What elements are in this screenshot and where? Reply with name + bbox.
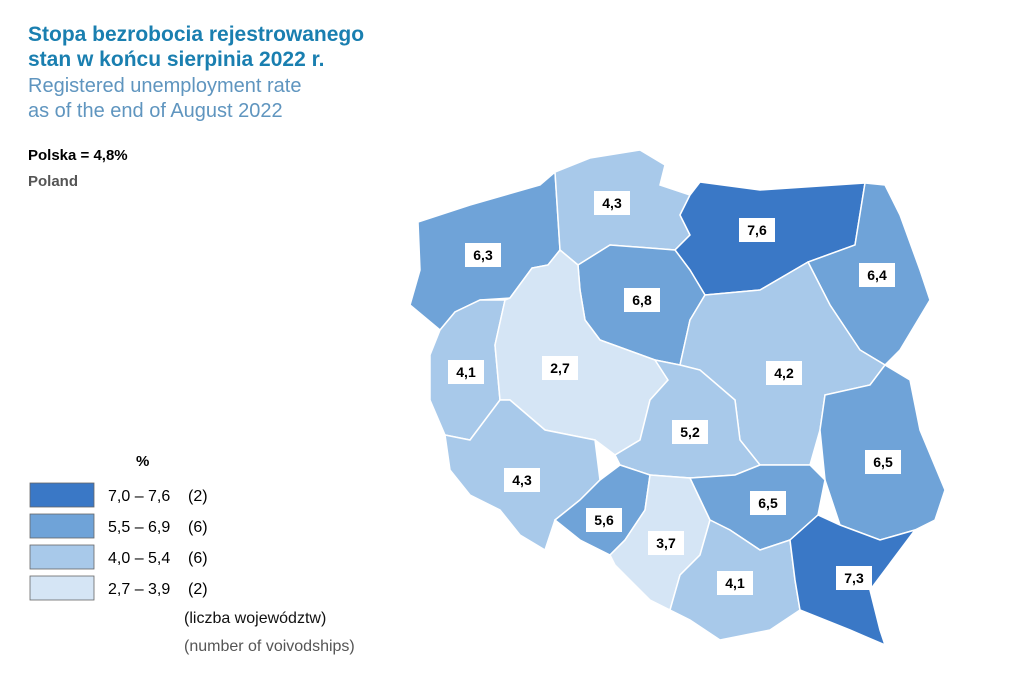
region-value: 2,7 xyxy=(550,360,570,376)
legend-swatch xyxy=(29,513,95,539)
region-value: 4,1 xyxy=(456,364,476,380)
legend-range: 7,0 – 7,6 xyxy=(108,488,170,505)
value-box xyxy=(739,218,775,242)
region-value: 4,1 xyxy=(725,575,745,591)
legend-range: 5,5 – 6,9 xyxy=(108,519,170,536)
legend-swatch xyxy=(29,575,95,601)
value-box xyxy=(865,450,901,474)
title: stan w końcu sierpinia 2022 r. xyxy=(28,48,324,71)
region-value: 6,5 xyxy=(758,495,778,511)
value-box xyxy=(717,571,753,595)
value-box xyxy=(504,468,540,492)
value-box xyxy=(859,263,895,287)
value-box xyxy=(648,531,684,555)
legend-swatch xyxy=(29,482,95,508)
legend-count: (2) xyxy=(188,581,208,598)
value-box xyxy=(750,491,786,515)
legend-count: (6) xyxy=(188,519,208,536)
legend-count: (2) xyxy=(188,488,208,505)
map: 6,3 4,3 7,6 6,4 6,8 4,1 2,7 4,2 5,2 6,5 4,3 5,6 3,7 6… xyxy=(409,149,946,647)
region-value: 5,2 xyxy=(680,424,700,440)
region-value: 6,4 xyxy=(867,267,887,283)
country-label: Poland xyxy=(28,173,78,190)
value-box xyxy=(586,508,622,532)
legend-note: (number of voivodships) xyxy=(184,638,355,655)
region-value: 7,6 xyxy=(747,222,767,238)
legend: % (liczba województw) (number of voivods… xyxy=(29,453,355,655)
region-value: 5,6 xyxy=(594,512,614,528)
region-value: 7,3 xyxy=(844,570,864,586)
country-rate: Polska = 4,8% xyxy=(28,147,128,164)
value-box xyxy=(465,243,501,267)
value-box xyxy=(448,360,484,384)
legend-note: (liczba województw) xyxy=(184,610,326,627)
title: Stopa bezrobocia rejestrowanego xyxy=(28,23,364,46)
region-value: 4,2 xyxy=(774,365,794,381)
legend-unit: % xyxy=(136,453,149,470)
region-value: 6,3 xyxy=(473,247,493,263)
legend-range: 4,0 – 5,4 xyxy=(108,550,170,567)
value-box xyxy=(766,361,802,385)
legend-swatch xyxy=(29,544,95,570)
value-box xyxy=(594,191,630,215)
region-value: 3,7 xyxy=(656,535,676,551)
legend-count: (6) xyxy=(188,550,208,567)
region-value: 6,8 xyxy=(632,292,652,308)
value-box xyxy=(836,566,872,590)
region-value: 6,5 xyxy=(873,454,893,470)
subtitle: as of the end of August 2022 xyxy=(28,100,283,122)
legend-range: 2,7 – 3,9 xyxy=(108,581,170,598)
region-value: 4,3 xyxy=(602,195,622,211)
value-box xyxy=(624,288,660,312)
subtitle: Registered unemployment rate xyxy=(28,75,301,97)
value-box xyxy=(672,420,708,444)
value-box xyxy=(542,356,578,380)
region-value: 4,3 xyxy=(512,472,532,488)
